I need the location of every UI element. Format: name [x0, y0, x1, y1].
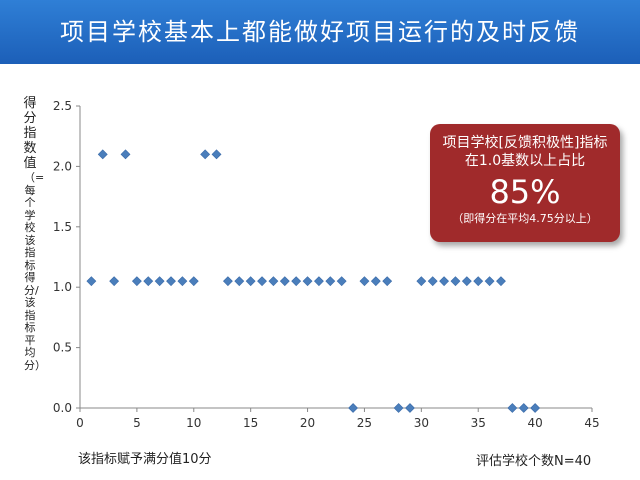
y-axis-label: 得分指数值 — [23, 96, 37, 171]
data-point — [279, 276, 290, 287]
data-point — [200, 149, 211, 160]
data-point — [450, 276, 461, 287]
data-point — [86, 276, 97, 287]
y-tick-label: 0.5 — [53, 341, 72, 355]
data-point — [143, 276, 154, 287]
data-point — [166, 276, 176, 287]
data-point — [473, 276, 484, 287]
data-point — [370, 276, 381, 287]
data-point — [518, 403, 529, 413]
page-title: 项目学校基本上都能做好项目运行的及时反馈 — [60, 18, 580, 46]
data-point — [291, 276, 302, 287]
y-tick-label: 1.5 — [53, 220, 72, 234]
data-point — [211, 149, 222, 160]
footnote-score: 该指标赋予满分值10分 — [78, 452, 212, 467]
data-point — [257, 276, 267, 287]
data-point — [393, 403, 404, 413]
x-tick-label: 25 — [357, 416, 372, 430]
x-tick-label: 30 — [414, 416, 429, 430]
data-point — [120, 149, 131, 160]
data-point — [188, 276, 199, 287]
x-tick-label: 10 — [186, 416, 201, 430]
data-point — [348, 403, 358, 413]
y-tick-label: 0.0 — [53, 401, 72, 415]
callout-text: 项目学校[反馈积极性]指标在1.0基数以上占比 — [442, 135, 608, 169]
data-point — [325, 276, 336, 287]
data-point — [382, 276, 393, 287]
data-point — [359, 276, 370, 287]
data-point — [177, 276, 188, 287]
x-tick-label: 0 — [76, 416, 84, 430]
callout-note: （即得分在平均4.75分以上） — [452, 212, 598, 225]
data-point — [416, 276, 427, 287]
x-tick-label: 35 — [471, 416, 486, 430]
data-point — [302, 276, 313, 287]
data-point — [268, 276, 279, 287]
data-point — [439, 276, 450, 287]
data-point — [314, 276, 324, 287]
data-point — [484, 276, 495, 287]
x-tick-label: 40 — [527, 416, 542, 430]
data-point — [507, 403, 518, 413]
data-point — [97, 149, 108, 160]
x-tick-label: 5 — [133, 416, 141, 430]
data-point — [234, 276, 245, 287]
x-tick-label: 20 — [300, 416, 315, 430]
data-point — [222, 276, 233, 287]
data-point — [109, 276, 120, 287]
data-point — [336, 276, 347, 287]
y-tick-label: 1.0 — [53, 280, 72, 294]
y-tick-label: 2.0 — [53, 159, 72, 173]
callout-box: 项目学校[反馈积极性]指标在1.0基数以上占比 85% （即得分在平均4.75分… — [430, 124, 620, 242]
x-tick-label: 45 — [584, 416, 599, 430]
callout-percent: 85% — [489, 173, 561, 211]
data-point — [496, 276, 506, 287]
title-bar — [0, 0, 640, 64]
data-point — [461, 276, 472, 287]
data-point — [405, 403, 415, 413]
data-point — [427, 276, 438, 287]
x-tick-label: 15 — [243, 416, 258, 430]
data-point — [530, 403, 541, 413]
data-point — [154, 276, 165, 287]
y-tick-label: 2.5 — [53, 99, 72, 113]
data-point — [245, 276, 256, 287]
data-point — [131, 276, 142, 287]
footnote-sample-size: 评估学校个数N=40 — [476, 454, 592, 469]
